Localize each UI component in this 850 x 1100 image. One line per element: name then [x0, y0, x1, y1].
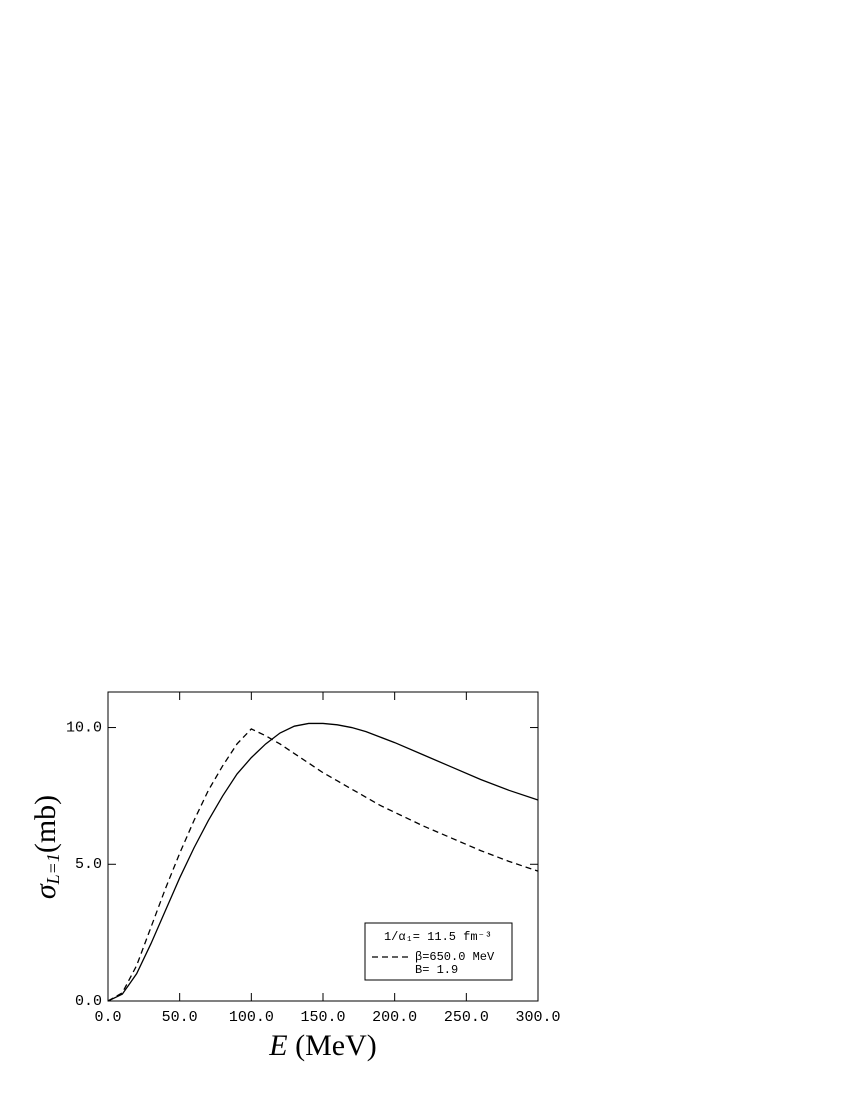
- x-tick-label: 50.0: [162, 1009, 198, 1026]
- legend-footer: B= 1.9: [415, 963, 458, 977]
- y-tick-label: 5.0: [75, 856, 102, 873]
- y-label-subscript: L=1: [43, 853, 63, 885]
- x-tick-label: 300.0: [515, 1009, 560, 1026]
- legend-box: [364, 922, 513, 981]
- legend-header: 1/α₁= 11.5 fm⁻³: [384, 930, 492, 944]
- y-tick-label: 0.0: [75, 993, 102, 1010]
- x-tick-label: 250.0: [444, 1009, 489, 1026]
- legend-label: β=650.0 MeV: [415, 950, 495, 964]
- x-tick-label: 200.0: [372, 1009, 417, 1026]
- series-line: [107, 728, 539, 1002]
- x-tick-label: 0.0: [94, 1009, 121, 1026]
- x-label-unit: (MeV): [295, 1029, 377, 1062]
- y-tick-label: 10.0: [66, 720, 102, 737]
- y-axis-label: σL=1(mb): [29, 795, 63, 899]
- y-label-symbol: σ: [29, 883, 62, 899]
- x-axis-label: E (MeV): [268, 1029, 376, 1062]
- x-tick-label: 100.0: [229, 1009, 274, 1026]
- x-tick-label: 150.0: [300, 1009, 345, 1026]
- y-label-unit: (mb): [29, 795, 62, 853]
- x-label-symbol: E: [268, 1029, 287, 1062]
- series-line: [107, 722, 539, 1002]
